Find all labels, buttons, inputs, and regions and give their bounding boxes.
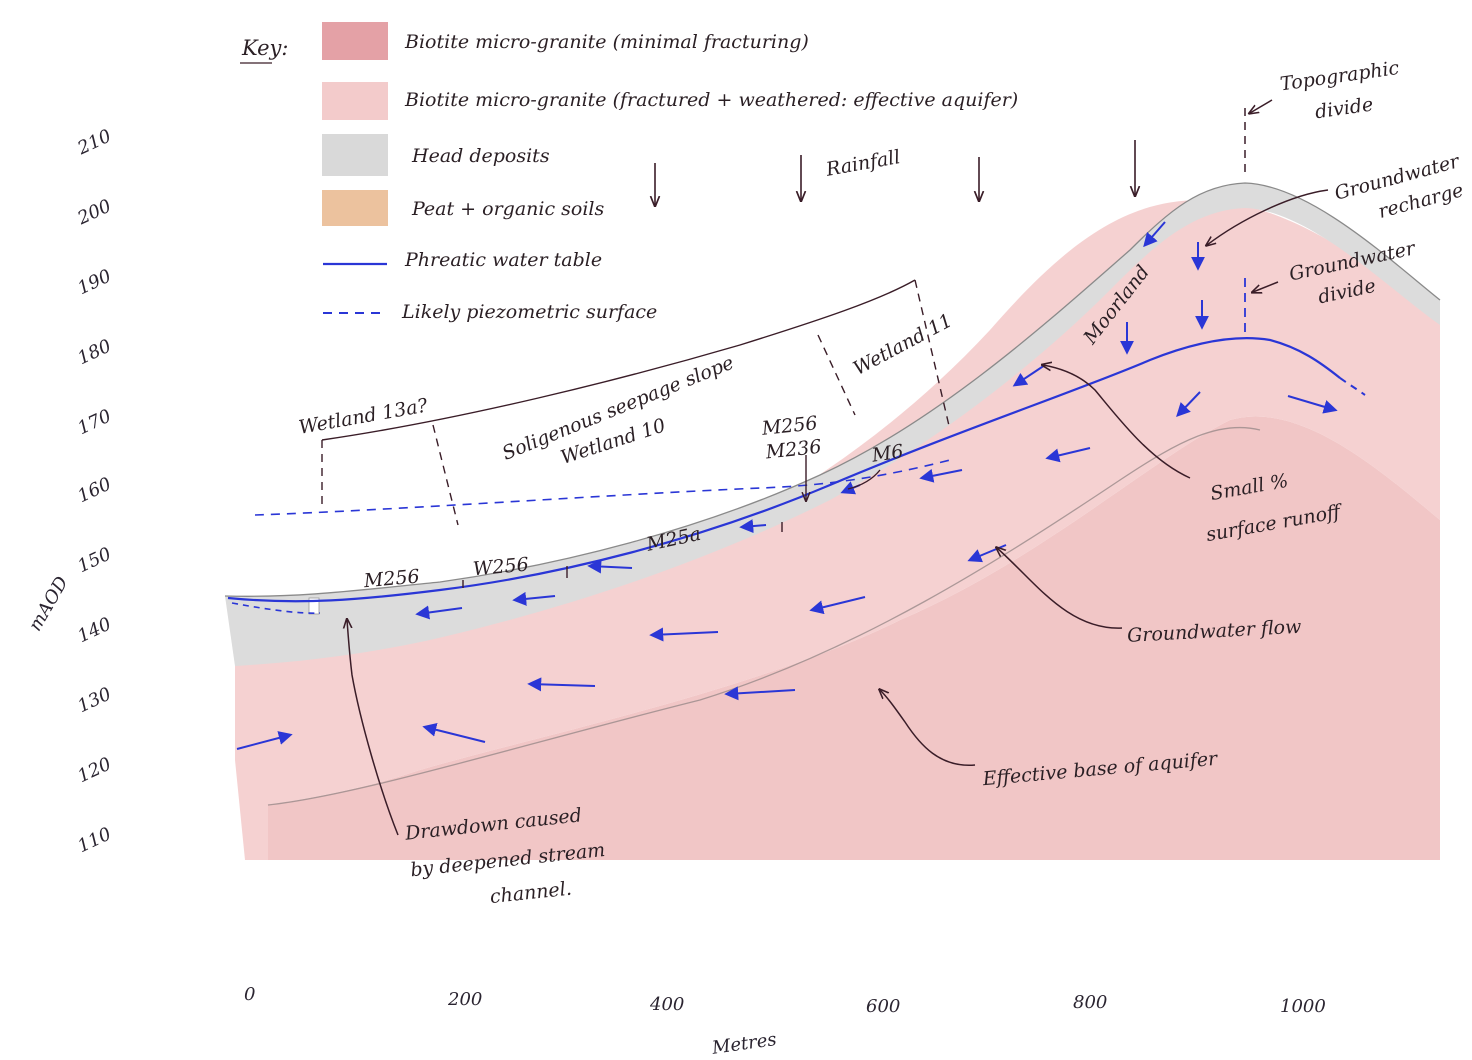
x-tick-200: 200 xyxy=(447,989,482,1010)
key-label-piezometric: Likely piezometric surface xyxy=(401,301,657,323)
label-wetland-13a: Wetland 13a? xyxy=(297,394,430,438)
wetland-11-right-tick xyxy=(914,279,951,431)
phreatic-water-table-extension xyxy=(1339,377,1366,396)
label-wetland-11: Wetland 11 xyxy=(850,309,956,380)
key-label-granite-minimal: Biotite micro-granite (minimal fracturin… xyxy=(404,31,809,53)
y-axis-label: mAOD xyxy=(25,573,73,635)
x-axis: 0 200 400 600 800 1000 Metres xyxy=(244,984,1326,1059)
label-topographic-divide-2: divide xyxy=(1314,93,1375,123)
groundwater-flow-pointer xyxy=(997,548,1123,629)
wetland-upper-curve xyxy=(321,279,916,441)
label-rainfall: Rainfall xyxy=(823,146,902,181)
y-axis: 210 200 190 180 170 160 150 140 130 120 … xyxy=(25,126,115,858)
y-tick-130: 130 xyxy=(74,684,114,718)
phreatic-water-table xyxy=(227,337,1341,603)
y-tick-210: 210 xyxy=(74,126,115,160)
key-label-phreatic: Phreatic water table xyxy=(404,249,602,271)
label-m256-top: M256 xyxy=(760,412,819,440)
swatch-granite-minimal xyxy=(322,22,388,60)
piezometric-surface xyxy=(254,459,951,516)
groundwater-divide-pointer xyxy=(1253,281,1279,292)
y-tick-180: 180 xyxy=(74,336,114,370)
y-tick-170: 170 xyxy=(74,406,114,440)
wetland-annotations xyxy=(321,279,951,588)
y-tick-190: 190 xyxy=(74,266,114,300)
y-tick-150: 150 xyxy=(74,544,114,578)
y-tick-160: 160 xyxy=(74,474,114,508)
label-w256: W256 xyxy=(472,554,530,581)
ground-surface-line xyxy=(224,182,1441,597)
effective-base-aquifer-line xyxy=(267,426,1261,806)
x-axis-label: Metres xyxy=(710,1029,778,1059)
x-tick-600: 600 xyxy=(866,996,900,1017)
effective-base-pointer xyxy=(880,690,976,766)
y-tick-140: 140 xyxy=(74,614,114,648)
y-tick-110: 110 xyxy=(74,824,114,858)
label-drawdown-3: channel. xyxy=(489,878,573,908)
swatch-peat xyxy=(322,190,388,226)
drawdown-pointer xyxy=(347,620,399,836)
legend: Key: Biotite micro-granite (minimal frac… xyxy=(240,22,1018,323)
stream-channel xyxy=(308,597,320,615)
wetland-13a-right-tick xyxy=(432,424,459,526)
swatch-granite-fractured xyxy=(322,82,388,120)
label-m6: M6 xyxy=(869,441,904,467)
m6-pointer xyxy=(847,469,881,490)
rainfall-arrows xyxy=(655,140,1135,205)
piezometric-near-stream xyxy=(231,602,321,614)
x-tick-0: 0 xyxy=(244,984,255,1005)
key-title: Key: xyxy=(241,36,289,60)
label-topographic-divide-1: Topographic xyxy=(1279,57,1401,96)
topographic-divide-pointer xyxy=(1250,99,1273,113)
key-label-head-deposits: Head deposits xyxy=(411,145,550,167)
wetland-10-right-tick xyxy=(817,334,856,416)
x-tick-400: 400 xyxy=(649,994,684,1015)
key-label-peat: Peat + organic soils xyxy=(411,198,604,220)
x-tick-800: 800 xyxy=(1073,992,1107,1013)
x-tick-1000: 1000 xyxy=(1280,996,1326,1017)
key-label-granite-fractured: Biotite micro-granite (fractured + weath… xyxy=(404,89,1018,111)
y-tick-200: 200 xyxy=(74,196,115,230)
groundwater-flow-arrows xyxy=(236,221,1338,750)
granite-minimal-fracturing-body xyxy=(268,416,1440,860)
callout-pointers xyxy=(347,99,1329,836)
label-m256: M256 xyxy=(362,565,420,592)
label-m236: M236 xyxy=(764,436,823,464)
recharge-pointer xyxy=(1207,189,1329,245)
swatch-head-deposits xyxy=(322,134,388,176)
y-tick-120: 120 xyxy=(74,754,114,788)
runoff-pointer xyxy=(1043,365,1191,479)
